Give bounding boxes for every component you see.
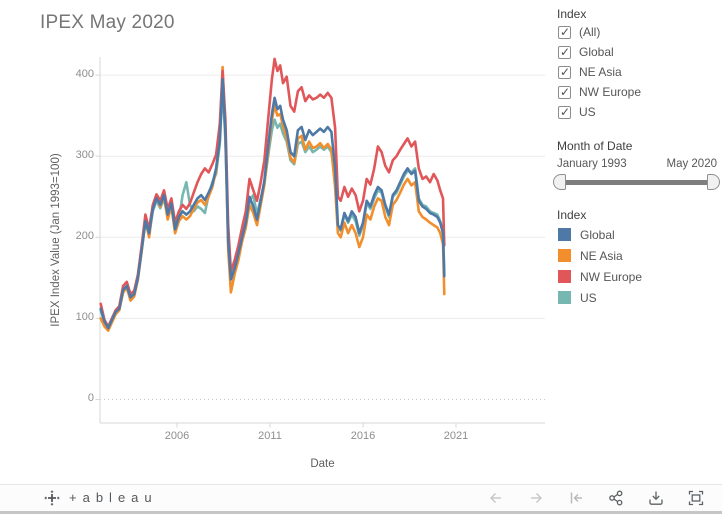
date-slider-title: Month of Date — [557, 139, 633, 153]
fullscreen-icon[interactable] — [686, 488, 706, 508]
checkbox-icon[interactable] — [558, 25, 571, 39]
legend-swatch — [558, 249, 571, 262]
checkbox-label: Global — [579, 45, 614, 59]
checkbox-icon[interactable] — [558, 45, 571, 59]
legend-item-global[interactable]: Global — [558, 224, 718, 245]
toolbar-icons — [486, 484, 706, 511]
x-tick-label-2006: 2006 — [164, 430, 190, 442]
back-arrow-icon[interactable] — [486, 488, 506, 508]
date-slider-track[interactable] — [560, 180, 712, 185]
legend-label: NE Asia — [580, 248, 623, 263]
checkbox-icon[interactable] — [558, 85, 571, 99]
checkbox-icon[interactable] — [558, 65, 571, 79]
y-tick-label-200: 200 — [75, 230, 94, 242]
page-title: IPEX May 2020 — [40, 12, 175, 33]
window-bottom-edge — [0, 511, 722, 514]
index-filter-option-us[interactable]: US — [558, 102, 718, 122]
y-tick-label-0: 0 — [87, 392, 94, 404]
y-tick-label-100: 100 — [75, 311, 94, 323]
legend-label: Global — [580, 227, 615, 242]
date-slider-end-label: May 2020 — [666, 158, 717, 170]
index-filter-option-nw-europe[interactable]: NW Europe — [558, 82, 718, 102]
y-tick-label-400: 400 — [75, 68, 94, 80]
y-tick-label-300: 300 — [75, 149, 94, 161]
share-icon[interactable] — [606, 488, 626, 508]
x-tick-label-2011: 2011 — [258, 430, 282, 442]
color-legend-title: Index — [557, 208, 587, 222]
checkbox-label: NE Asia — [579, 65, 622, 79]
index-filter-option-global[interactable]: Global — [558, 42, 718, 62]
legend-label: NW Europe — [580, 269, 643, 284]
index-filter-title: Index — [557, 7, 587, 21]
index-filter-option-all[interactable]: (All) — [558, 22, 718, 42]
tableau-wordmark: +ableau — [69, 490, 158, 505]
legend-item-us[interactable]: US — [558, 287, 718, 308]
checkbox-label: US — [579, 105, 596, 119]
forward-arrow-icon[interactable] — [526, 488, 546, 508]
x-tick-label-2016: 2016 — [350, 430, 376, 442]
legend-item-ne-asia[interactable]: NE Asia — [558, 245, 718, 266]
download-icon[interactable] — [646, 488, 666, 508]
tableau-logo[interactable]: +ableau — [44, 484, 158, 511]
legend-swatch — [558, 228, 571, 241]
date-slider-right-handle[interactable] — [707, 174, 720, 190]
tableau-sparkle-icon — [44, 490, 60, 505]
index-filter-option-ne-asia[interactable]: NE Asia — [558, 62, 718, 82]
date-slider-start-label: January 1993 — [557, 158, 627, 170]
checkbox-label: NW Europe — [579, 85, 642, 99]
x-tick-label-2021: 2021 — [443, 430, 469, 442]
legend-item-nw-europe[interactable]: NW Europe — [558, 266, 718, 287]
legend-swatch — [558, 291, 571, 304]
x-axis-title: Date — [310, 458, 335, 470]
date-slider-left-handle[interactable] — [553, 174, 566, 190]
tableau-toolbar — [0, 484, 722, 511]
legend-swatch — [558, 270, 571, 283]
checkbox-icon[interactable] — [558, 105, 571, 119]
revert-all-icon[interactable] — [566, 488, 586, 508]
legend-label: US — [580, 290, 597, 305]
checkbox-label: (All) — [579, 25, 601, 39]
